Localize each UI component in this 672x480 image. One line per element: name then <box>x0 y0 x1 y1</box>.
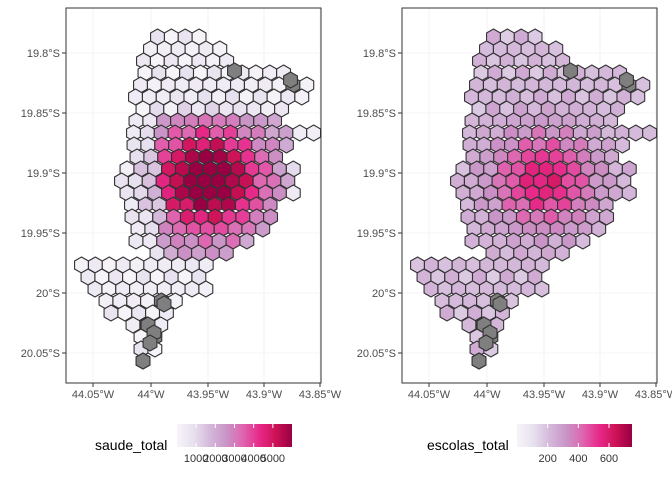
hex-cell <box>271 184 287 202</box>
escolas-map-panel: 44.05°W 44°W 43.95°W 43.9°W 43.85°W 19.8°S19… <box>357 7 672 401</box>
hex-cell <box>167 292 183 310</box>
x-axis: 44.05°W 44°W 43.95°W 43.9°W 43.85°W <box>408 383 672 401</box>
legend-tick-label: 200 <box>538 453 556 465</box>
legend-title: escolas_total <box>427 437 509 453</box>
y-tick-label: 19.9°S <box>27 168 60 180</box>
legend-tick-label: 600 <box>600 453 618 465</box>
hex-cell <box>534 280 550 298</box>
hex-cell-missing <box>619 71 634 89</box>
x-tick-label: 44°W <box>137 389 165 401</box>
x-axis: 44.05°W 44°W 43.95°W 43.9°W 43.85°W <box>72 383 342 401</box>
legend-tick-label: 2000 <box>203 453 227 465</box>
hex-cell <box>599 208 615 226</box>
x-tick-label: 43.85°W <box>299 389 342 401</box>
y-tick-label: 20.05°S <box>357 348 396 360</box>
y-axis: 19.8°S 19.85°S 19.9°S 19.95°S 20°S 20.05°S <box>357 48 402 360</box>
hex-cell <box>292 124 308 142</box>
hex-layer <box>410 28 658 370</box>
hex-cell <box>642 124 658 142</box>
hex-cell-missing <box>283 71 298 89</box>
x-tick-label: 44.05°W <box>72 389 115 401</box>
escolas-legend: escolas_total 200 400 600 <box>427 424 632 465</box>
hex-cell <box>614 136 630 154</box>
legend-colorbar <box>517 424 632 447</box>
y-tick-label: 20°S <box>372 288 396 300</box>
hex-cell <box>255 220 271 238</box>
panel-border <box>401 7 658 384</box>
x-tick-label: 44°W <box>473 389 501 401</box>
hex-cell <box>128 232 144 250</box>
hex-cell <box>184 280 200 298</box>
hex-cell-missing <box>492 295 508 313</box>
hex-cell-missing <box>563 62 578 80</box>
legend-tick-label: 5000 <box>261 453 285 465</box>
y-tick-label: 19.95°S <box>357 228 396 240</box>
y-tick-label: 20.05°S <box>21 348 60 360</box>
hex-cell-missing <box>471 352 487 370</box>
legend-tick-label: 4000 <box>241 453 265 465</box>
hex-cell <box>630 88 646 106</box>
y-tick-label: 19.9°S <box>363 168 396 180</box>
x-tick-label: 43.95°W <box>523 389 566 401</box>
y-tick-label: 19.8°S <box>27 48 60 60</box>
x-tick-label: 43.9°W <box>582 389 619 401</box>
y-tick-label: 20°S <box>36 288 60 300</box>
hex-cell <box>520 280 536 298</box>
legend-tick-label: 3000 <box>222 453 246 465</box>
hex-cell <box>103 304 119 322</box>
y-tick-label: 19.95°S <box>21 228 60 240</box>
hex-cell <box>239 232 255 250</box>
hex-cell <box>263 208 279 226</box>
hex-cell <box>464 232 480 250</box>
hex-cell-missing <box>156 295 172 313</box>
y-tick-label: 19.85°S <box>357 108 396 120</box>
hex-cell <box>607 184 623 202</box>
hex-cell <box>198 280 214 298</box>
panel-border <box>65 7 322 384</box>
hex-cell <box>218 244 234 262</box>
hex-cell <box>306 124 322 142</box>
hex-cell-missing <box>142 334 158 352</box>
hex-cell <box>285 184 301 202</box>
hex-cell-missing <box>227 62 242 80</box>
hex-cell <box>294 88 310 106</box>
legend-title: saude_total <box>95 437 167 453</box>
legend-colorbar <box>177 424 292 447</box>
hex-cell <box>503 292 519 310</box>
hex-cell <box>278 136 294 154</box>
y-tick-label: 19.85°S <box>21 108 60 120</box>
saude-map-panel: 44.05°W 44°W 43.95°W 43.9°W 43.85°W 19.8°S19… <box>21 7 342 401</box>
hex-cell <box>621 184 637 202</box>
hex-cell <box>591 220 607 238</box>
y-axis: 19.8°S 19.85°S 19.9°S 19.95°S 20°S 20.05°S <box>21 48 66 360</box>
x-tick-label: 43.95°W <box>187 389 230 401</box>
hex-cell <box>423 280 439 298</box>
hex-cell-missing <box>478 334 494 352</box>
y-tick-label: 19.8°S <box>363 48 396 60</box>
hex-cell <box>554 244 570 262</box>
hex-cell <box>628 124 644 142</box>
x-tick-label: 44.05°W <box>408 389 451 401</box>
hex-cell <box>439 304 455 322</box>
hex-cell <box>87 280 103 298</box>
legend-tick-label: 1000 <box>184 453 208 465</box>
x-tick-label: 43.85°W <box>635 389 672 401</box>
hex-cell-missing <box>135 352 151 370</box>
legend-tick-label: 400 <box>569 453 587 465</box>
legend-ticks: 200 400 600 <box>538 424 618 465</box>
hex-cell <box>575 232 591 250</box>
x-tick-label: 43.9°W <box>246 389 283 401</box>
